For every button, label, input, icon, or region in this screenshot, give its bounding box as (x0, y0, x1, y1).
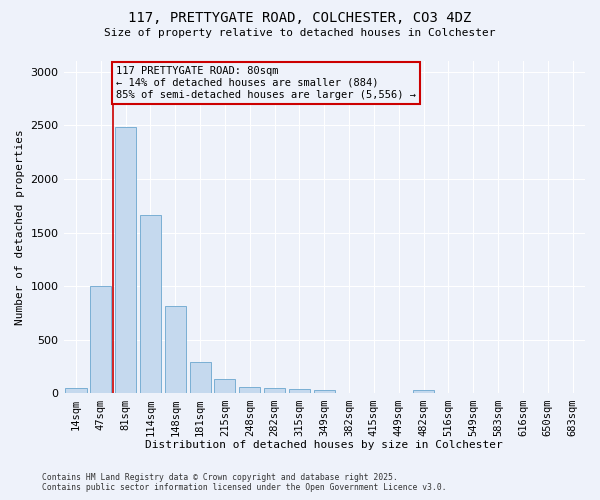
Text: 117, PRETTYGATE ROAD, COLCHESTER, CO3 4DZ: 117, PRETTYGATE ROAD, COLCHESTER, CO3 4D… (128, 12, 472, 26)
Bar (140, 216, 161, 394)
Bar (90, 286, 112, 394)
Bar (115, 128, 136, 394)
Bar (413, 390, 434, 394)
Bar (338, 393, 359, 394)
Bar (289, 389, 310, 394)
Bar (214, 379, 235, 394)
Text: 117 PRETTYGATE ROAD: 80sqm
← 14% of detached houses are smaller (884)
85% of sem: 117 PRETTYGATE ROAD: 80sqm ← 14% of deta… (116, 66, 416, 100)
Text: Size of property relative to detached houses in Colchester: Size of property relative to detached ho… (104, 28, 496, 38)
Bar (264, 388, 285, 394)
Bar (190, 362, 211, 394)
Bar (65, 388, 86, 394)
X-axis label: Distribution of detached houses by size in Colchester: Distribution of detached houses by size … (145, 440, 503, 450)
Bar (165, 306, 186, 394)
Bar (239, 387, 260, 394)
Text: Contains HM Land Registry data © Crown copyright and database right 2025.
Contai: Contains HM Land Registry data © Crown c… (42, 473, 446, 492)
Bar (314, 390, 335, 394)
Y-axis label: Number of detached properties: Number of detached properties (15, 130, 25, 325)
